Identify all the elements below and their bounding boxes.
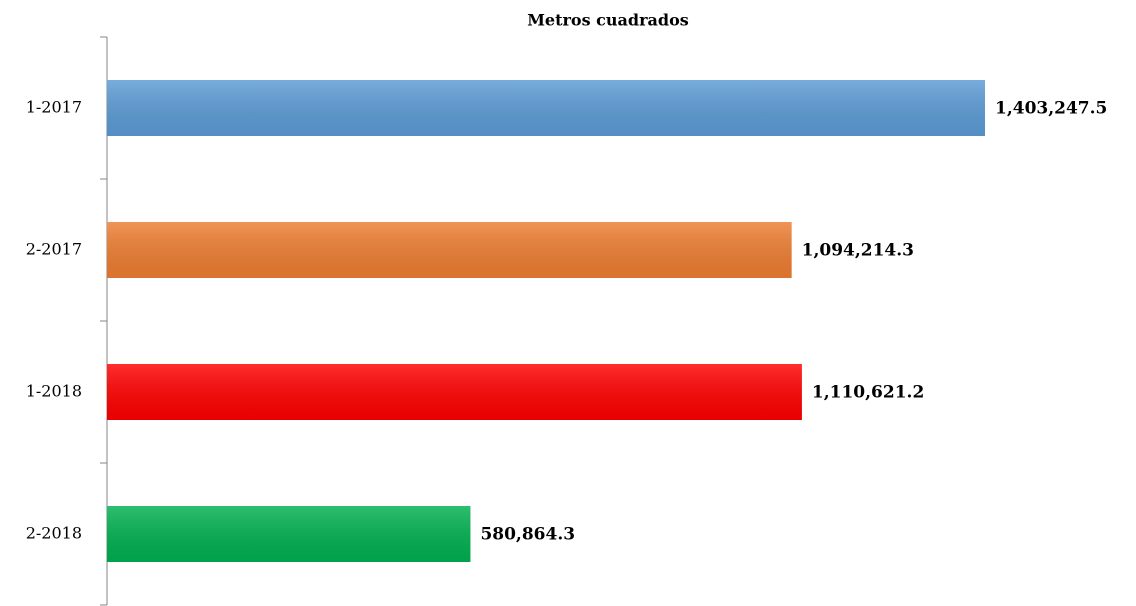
- value-label: 1,110,621.2: [812, 383, 924, 403]
- value-label: 1,094,214.3: [802, 241, 914, 261]
- value-label: 1,403,247.5: [995, 99, 1107, 119]
- category-label: 2-2018: [26, 524, 82, 543]
- bar: [107, 80, 985, 136]
- bar: [107, 364, 802, 420]
- category-label: 2-2017: [26, 240, 82, 259]
- bar: [107, 506, 471, 562]
- bar: [107, 222, 792, 278]
- category-label: 1-2017: [26, 98, 82, 117]
- value-label: 580,864.3: [480, 525, 575, 545]
- category-label: 1-2018: [26, 382, 82, 401]
- chart-title: Metros cuadrados: [527, 11, 689, 30]
